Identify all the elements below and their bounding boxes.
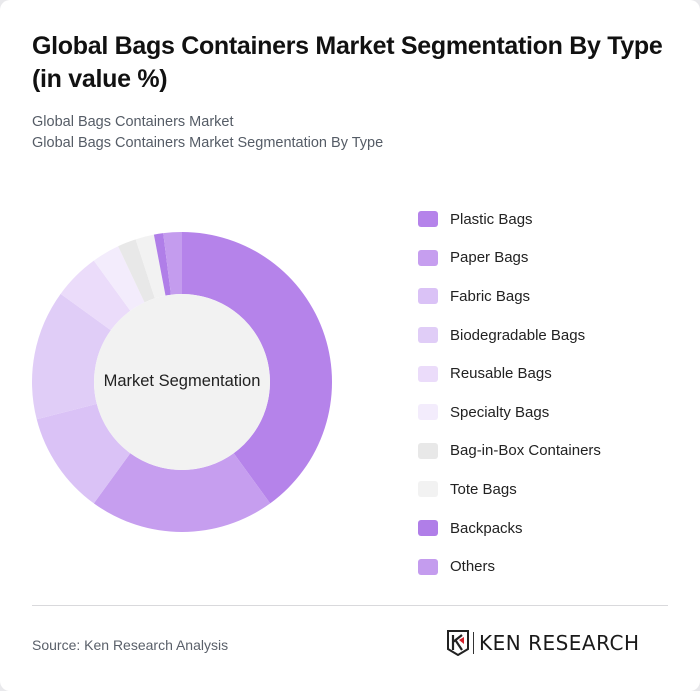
donut-segment-specialty-bags[interactable] [93, 246, 145, 311]
legend-label: Paper Bags [450, 249, 529, 267]
donut-segment-fabric-bags[interactable] [36, 403, 131, 504]
legend-item-bag-in-box-containers[interactable]: Bag-in-Box Containers [418, 432, 601, 471]
legend-item-backpacks[interactable]: Backpacks [418, 509, 601, 548]
legend-swatch [418, 249, 438, 266]
legend-swatch [418, 442, 438, 459]
subtitle-segmentation: Global Bags Containers Market Segmentati… [32, 135, 384, 151]
donut-segment-tote-bags[interactable] [135, 234, 166, 299]
legend-swatch [418, 211, 438, 228]
legend-swatch [418, 481, 438, 498]
legend-label: Tote Bags [450, 480, 517, 498]
legend-label: Plastic Bags [450, 210, 533, 228]
donut-segment-paper-bags[interactable] [93, 453, 271, 532]
donut-chart [32, 232, 332, 532]
source-note: Source: Ken Research Analysis [32, 637, 229, 653]
donut-center-label: Market Segmentation [103, 372, 261, 390]
legend-item-tote-bags[interactable]: Tote Bags [418, 470, 601, 509]
donut-segment-backpacks[interactable] [153, 233, 171, 296]
donut-hole [94, 294, 270, 470]
legend-label: Bag-in-Box Containers [450, 442, 601, 460]
legend-swatch [418, 288, 438, 305]
donut-segment-others[interactable] [163, 232, 182, 295]
footer-divider [32, 605, 668, 606]
legend-label: Others [450, 558, 496, 576]
legend-label: Fabric Bags [450, 287, 531, 305]
legend-swatch [418, 520, 438, 537]
donut-segment-bag-in-box-containers[interactable] [118, 239, 155, 303]
legend-swatch [418, 365, 438, 382]
legend-item-specialty-bags[interactable]: Specialty Bags [418, 393, 601, 432]
chart-legend: Plastic Bags Paper Bags Fabric Bags Biodegr… [418, 200, 601, 586]
legend-item-plastic-bags[interactable]: Plastic Bags [418, 200, 601, 239]
donut-segment-biodegradable-bags[interactable] [32, 293, 111, 420]
ken-research-logo: KEN RESEARCH [447, 630, 640, 656]
ken-logo-icon [447, 630, 469, 656]
subtitle-market: Global Bags Containers Market [32, 114, 234, 130]
donut-segment-plastic-bags[interactable] [182, 232, 332, 504]
legend-item-others[interactable]: Others [418, 547, 601, 586]
legend-swatch [418, 404, 438, 421]
legend-item-reusable-bags[interactable]: Reusable Bags [418, 354, 601, 393]
legend-label: Backpacks [450, 519, 523, 537]
legend-item-biodegradable-bags[interactable]: Biodegradable Bags [418, 316, 601, 355]
logo-separator [473, 632, 474, 654]
legend-swatch [418, 558, 438, 575]
donut-segment-reusable-bags[interactable] [60, 260, 131, 331]
legend-item-fabric-bags[interactable]: Fabric Bags [418, 277, 601, 316]
legend-label: Reusable Bags [450, 365, 552, 383]
logo-text: KEN RESEARCH [479, 631, 640, 655]
legend-item-paper-bags[interactable]: Paper Bags [418, 239, 601, 278]
legend-label: Specialty Bags [450, 403, 550, 421]
chart-title: Global Bags Containers Market Segmentati… [32, 32, 663, 93]
legend-label: Biodegradable Bags [450, 326, 586, 344]
legend-swatch [418, 327, 438, 344]
